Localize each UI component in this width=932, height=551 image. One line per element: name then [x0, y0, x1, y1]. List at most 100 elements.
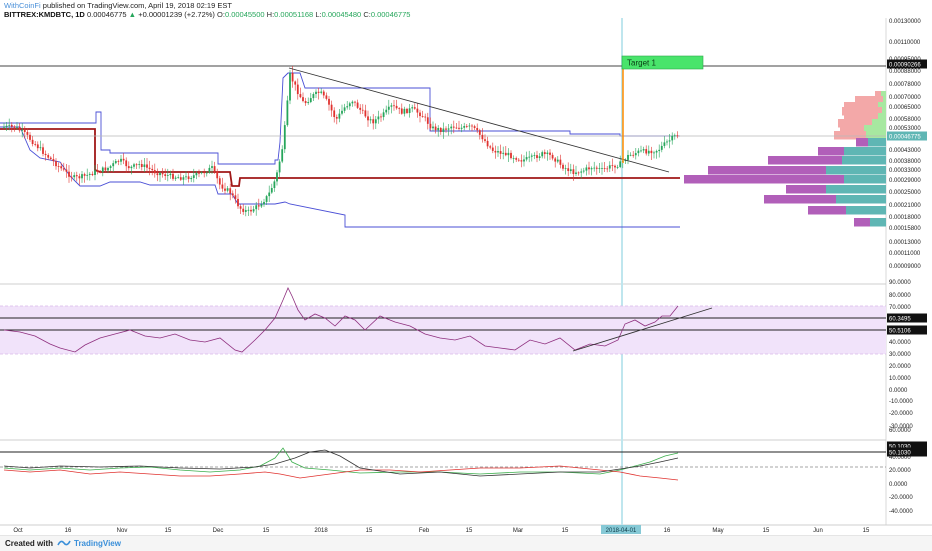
- target-box[interactable]: [621, 55, 704, 70]
- candle-body: [104, 167, 107, 171]
- candle-body: [218, 178, 221, 185]
- candle-body: [520, 160, 523, 162]
- candle-body: [231, 193, 234, 196]
- candle-body: [187, 176, 190, 180]
- candle-body: [8, 124, 11, 126]
- author-link[interactable]: WithCoinFi: [4, 1, 41, 10]
- candle-body: [595, 167, 598, 169]
- up-arrow-icon: ▲: [128, 10, 137, 19]
- candle-body: [83, 174, 86, 176]
- candle-body: [317, 91, 320, 93]
- candle-body: [447, 128, 450, 130]
- candle-body: [234, 195, 237, 199]
- candle-body: [174, 177, 177, 179]
- candle-body: [257, 205, 260, 207]
- candle-body: [408, 108, 411, 113]
- candle-body: [585, 167, 588, 171]
- candle-body: [270, 188, 273, 193]
- candle-body: [190, 177, 193, 180]
- candle-body: [361, 109, 364, 111]
- candle-body: [109, 166, 112, 168]
- candle-body: [582, 170, 585, 172]
- price-tick-label: 0.00013000: [889, 240, 921, 246]
- target-label: Target 1: [627, 59, 656, 68]
- candle-body: [374, 119, 377, 124]
- price-tick-label: 0.00029000: [889, 178, 921, 184]
- volume-profile-bar: [708, 166, 826, 175]
- time-tick-label: 15: [466, 528, 473, 534]
- candle-body: [432, 126, 434, 129]
- volume-profile-bar: [868, 138, 886, 147]
- price-tick-label: 0.00015800: [889, 226, 921, 232]
- candle-body: [338, 113, 341, 119]
- bottom-level-badge-2-text: 50.1030: [889, 451, 911, 457]
- candle-body: [283, 125, 286, 150]
- candle-body: [367, 116, 369, 121]
- candle-body: [29, 134, 31, 140]
- candle-body: [179, 177, 182, 180]
- price-tick-label: 0.00065000: [889, 105, 921, 111]
- candle-body: [598, 168, 601, 169]
- candle-body: [135, 164, 138, 166]
- rsi-tick-label: 30.0000: [889, 352, 911, 358]
- volume-profile-bar: [838, 119, 872, 128]
- candle-body: [255, 205, 258, 210]
- time-tick-label: Jun: [813, 528, 823, 534]
- rsi-line: [3, 287, 679, 353]
- candle-body: [395, 105, 398, 109]
- price-change: +0.00001239 (+2.72%): [138, 10, 215, 19]
- candle-body: [382, 112, 385, 118]
- time-tick-label: 2018-04-01: [606, 528, 637, 534]
- symbol-label: BITTREX:KMDBTC, 1D: [4, 10, 85, 19]
- candle-body: [515, 158, 518, 160]
- candle-body: [185, 176, 187, 178]
- candle-body: [627, 154, 629, 160]
- candle-body: [205, 172, 208, 174]
- price-tick-label: 0.00018000: [889, 215, 921, 221]
- candle-body: [611, 165, 614, 167]
- time-tick-label: Dec: [213, 528, 224, 534]
- time-axis: Oct 16 Nov 15 Dec 15 2018 15 Feb 15 Mar 15 2018-04-0…: [13, 525, 870, 534]
- candle-body: [70, 176, 73, 178]
- date-highlight-line: [621, 18, 623, 525]
- candle-body: [478, 130, 481, 135]
- resistance-price-badge-text: 0.00090266: [889, 63, 921, 69]
- candle-body: [286, 100, 289, 126]
- volume-profile-bar: [881, 91, 886, 100]
- price-tick-label: 0.00033000: [889, 168, 921, 174]
- candle-body: [380, 116, 382, 118]
- candle-body: [629, 154, 632, 156]
- candle-body: [307, 102, 310, 104]
- candle-body: [81, 174, 83, 179]
- price-chart[interactable]: Target 1 0.001300000.001100000.000950000…: [0, 0, 932, 535]
- volume-profile-bar: [856, 138, 868, 147]
- volume-profile-bar: [842, 107, 882, 116]
- candle-body: [528, 156, 531, 158]
- candle-body: [348, 103, 351, 107]
- high-label: H:: [266, 10, 275, 19]
- candle-body: [580, 171, 583, 173]
- candle-body: [458, 127, 460, 129]
- volume-profile-bar: [870, 218, 886, 227]
- candle-body: [406, 108, 408, 113]
- candle-body: [156, 173, 159, 176]
- candle-body: [49, 157, 52, 159]
- bottom-tick-label: 20.0000: [889, 468, 911, 474]
- candle-body: [260, 204, 263, 207]
- candle-body: [125, 160, 128, 167]
- candle-body: [107, 167, 109, 171]
- candle-body: [335, 117, 338, 119]
- price-tick-label: 0.00070000: [889, 95, 921, 101]
- candle-body: [322, 91, 325, 96]
- time-tick-label: 15: [165, 528, 172, 534]
- candle-body: [265, 196, 268, 202]
- date-highlight-badge: [601, 525, 641, 534]
- candle-body: [112, 163, 115, 167]
- tradingview-logo-icon: [57, 540, 71, 546]
- descending-trendline: [288, 67, 670, 173]
- candle-body: [419, 112, 421, 117]
- tradingview-brand[interactable]: TradingView: [74, 539, 121, 548]
- candle-body: [525, 157, 528, 160]
- time-tick-label: Oct: [13, 528, 23, 534]
- candle-body: [424, 116, 427, 118]
